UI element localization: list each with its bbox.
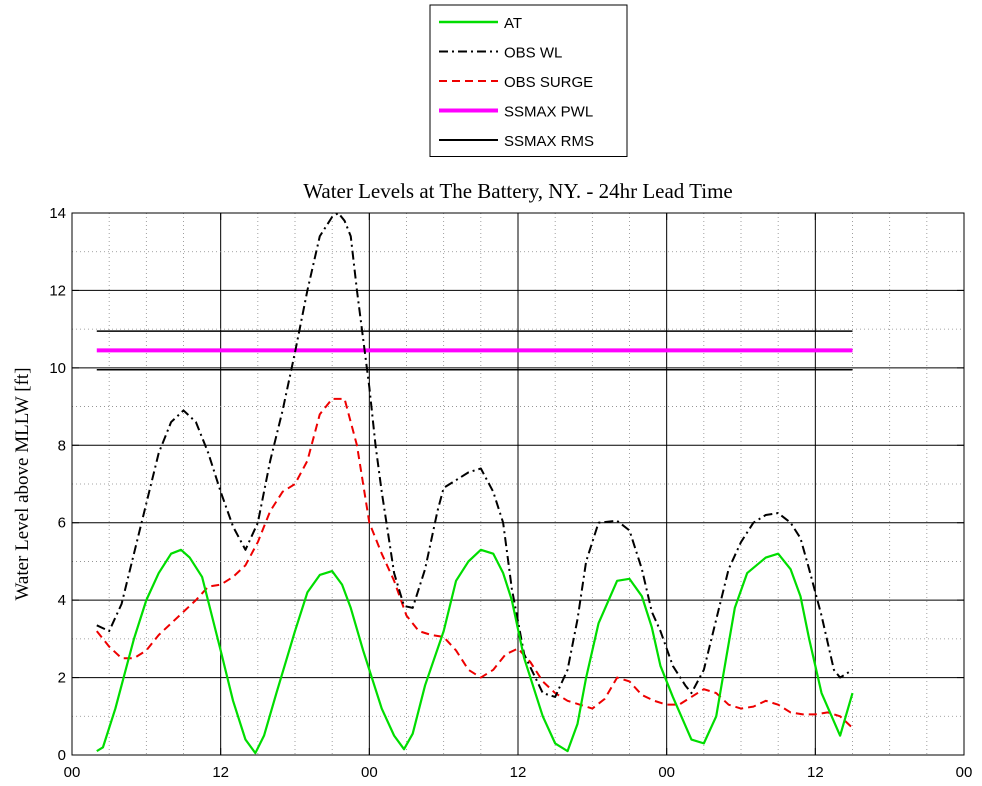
y-tick-label: 10	[49, 360, 66, 377]
series-line-obs-wl	[96, 212, 854, 698]
series-layer	[95, 212, 854, 755]
x-tick-label: 12	[510, 764, 527, 781]
legend: AT OBS WL OBS SURGE SSMAX PWL SSMAX RMS	[429, 4, 628, 157]
y-axis-label: Water Level above MLLW [ft]	[12, 367, 33, 600]
y-tick-label: 8	[58, 437, 66, 454]
series-line-obs-surge	[95, 397, 854, 729]
y-tick-label: 14	[49, 205, 66, 222]
legend-label-at: AT	[504, 15, 522, 32]
legend-label-obs-wl: OBS WL	[504, 45, 562, 62]
x-tick-label: 12	[212, 764, 229, 781]
y-tick-label: 4	[58, 592, 66, 609]
legend-label-obs-surge: OBS SURGE	[504, 74, 593, 91]
legend-label-ssmax-rms: SSMAX RMS	[504, 133, 594, 150]
series-line-at	[96, 548, 854, 755]
legend-box	[429, 4, 628, 157]
x-tick-label: 00	[658, 764, 675, 781]
y-tick-label: 12	[49, 282, 66, 299]
y-tick-label: 0	[58, 747, 66, 764]
x-tick-label: 00	[956, 764, 973, 781]
x-tick-label: 00	[361, 764, 378, 781]
legend-label-ssmax-pwl: SSMAX PWL	[504, 104, 593, 121]
x-tick-label: 00	[64, 764, 81, 781]
x-tick-label: 12	[807, 764, 824, 781]
y-tick-label: 2	[58, 670, 66, 687]
chart-title: Water Levels at The Battery, NY. - 24hr …	[303, 179, 733, 203]
y-tick-label: 6	[58, 515, 66, 532]
grid	[72, 213, 964, 755]
